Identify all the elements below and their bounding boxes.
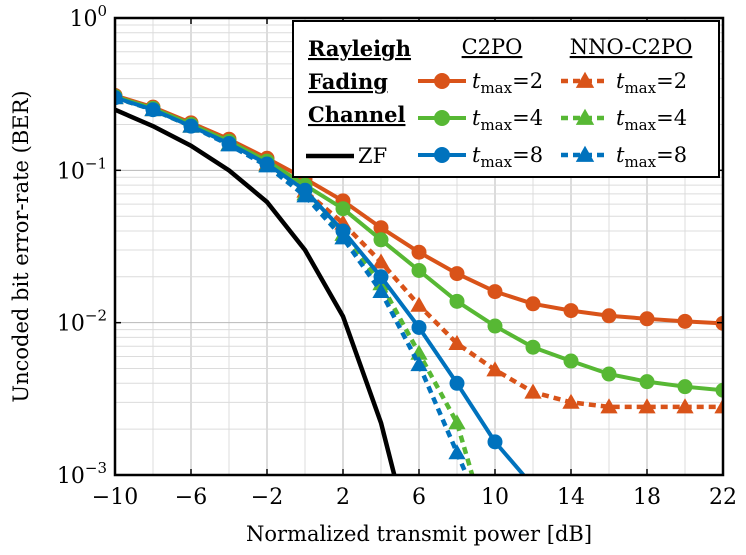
legend-label: tmax=8 xyxy=(472,143,543,171)
data-point xyxy=(575,108,595,125)
data-point xyxy=(639,374,655,390)
data-point xyxy=(487,284,503,300)
data-point xyxy=(676,398,694,414)
data-point xyxy=(411,244,427,260)
data-point xyxy=(115,90,123,106)
data-point xyxy=(449,293,465,309)
x-tick-label: 2 xyxy=(336,485,350,510)
legend-group-nno-c2po: NNO-C2PO xyxy=(570,35,693,59)
data-point xyxy=(638,398,656,414)
data-point xyxy=(434,73,450,89)
data-point xyxy=(525,339,541,355)
ticks: −10 −6 −2 2 6 10 14 18 22 100 10−1 10−2 10−3 xyxy=(57,2,737,510)
data-point xyxy=(297,182,313,198)
data-point xyxy=(487,434,503,450)
x-tick-label: 10 xyxy=(481,485,509,510)
data-point xyxy=(434,147,450,163)
data-point xyxy=(434,110,450,126)
data-point xyxy=(410,356,428,372)
legend-channel-title: Channel xyxy=(308,102,405,127)
data-point xyxy=(372,282,390,299)
data-point xyxy=(677,313,693,329)
legend-channel-title: Fading xyxy=(308,69,388,94)
data-point xyxy=(601,308,617,324)
data-point xyxy=(221,136,237,152)
legend: Rayleigh Fading Channel C2PO NNO-C2PO tmax=2 t… xyxy=(292,20,720,178)
x-tick-label: −6 xyxy=(175,485,207,510)
data-point xyxy=(183,118,199,134)
data-point xyxy=(411,263,427,279)
data-point xyxy=(448,334,466,350)
data-point xyxy=(562,393,580,409)
y-tick-label: 10−2 xyxy=(57,307,107,337)
data-point xyxy=(525,296,541,312)
data-point xyxy=(575,71,595,88)
data-point xyxy=(448,414,466,430)
legend-channel-title: Rayleigh xyxy=(308,36,411,61)
data-point xyxy=(486,361,504,377)
data-point xyxy=(335,201,351,217)
legend-label: tmax=8 xyxy=(616,143,687,171)
x-axis-label: Normalized transmit power [dB] xyxy=(246,522,592,546)
legend-label: tmax=4 xyxy=(616,106,687,134)
legend-box xyxy=(292,20,720,178)
data-point xyxy=(145,102,161,118)
data-point xyxy=(259,156,275,172)
data-point xyxy=(373,269,389,285)
data-point xyxy=(487,318,503,334)
data-point xyxy=(373,220,389,236)
data-point xyxy=(677,379,693,395)
data-point xyxy=(448,444,466,460)
series-layer xyxy=(115,87,723,475)
legend-label: tmax=2 xyxy=(472,69,543,97)
legend-label: tmax=2 xyxy=(616,69,687,97)
data-point xyxy=(373,232,389,248)
data-point xyxy=(449,375,465,391)
series-line-5 xyxy=(115,95,475,475)
x-tick-label: 22 xyxy=(709,485,737,510)
legend-group-c2po: C2PO xyxy=(462,35,523,59)
legend-label: tmax=4 xyxy=(472,106,543,134)
x-tick-label: 6 xyxy=(412,485,426,510)
x-tick-label: 18 xyxy=(633,485,661,510)
data-point xyxy=(563,303,579,319)
data-point xyxy=(714,398,723,414)
data-point xyxy=(335,223,351,239)
y-tick-label: 10−1 xyxy=(57,154,107,184)
plot-area xyxy=(115,87,723,475)
y-axis-label: Uncoded bit error-rate (BER) xyxy=(9,90,33,402)
series-line-0 xyxy=(115,107,397,475)
data-point xyxy=(372,253,390,269)
data-point xyxy=(411,319,427,335)
x-tick-label: 14 xyxy=(557,485,585,510)
data-point xyxy=(563,353,579,369)
y-tick-label: 10−3 xyxy=(57,459,107,489)
data-point xyxy=(600,398,618,414)
data-point xyxy=(410,296,428,312)
y-tick-label: 100 xyxy=(69,2,107,32)
data-point xyxy=(524,383,542,399)
data-point xyxy=(601,366,617,382)
data-point xyxy=(639,311,655,327)
x-tick-label: −2 xyxy=(251,485,283,510)
x-tick-label: −10 xyxy=(92,485,138,510)
data-point xyxy=(449,266,465,282)
data-point xyxy=(575,145,595,162)
data-point xyxy=(715,382,723,398)
legend-label-zf: ZF xyxy=(358,144,387,168)
